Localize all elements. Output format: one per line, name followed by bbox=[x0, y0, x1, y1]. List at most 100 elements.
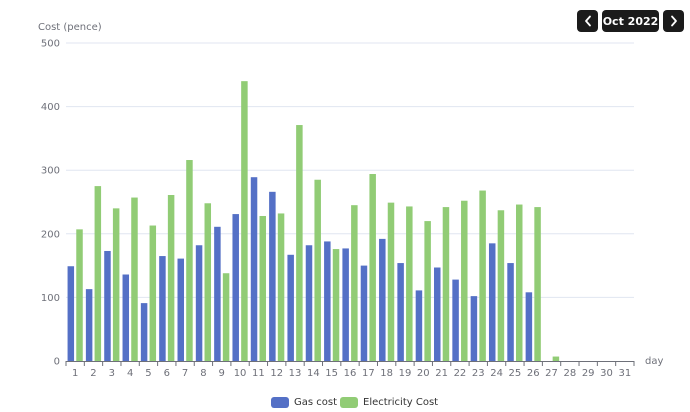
gas-cost-bar[interactable] bbox=[452, 279, 459, 361]
electricity-cost-bar[interactable] bbox=[461, 200, 468, 361]
y-tick-label: 300 bbox=[41, 166, 60, 177]
gas-cost-bar[interactable] bbox=[232, 214, 239, 361]
gas-cost-bar[interactable] bbox=[305, 245, 313, 361]
x-tick-label: 3 bbox=[109, 368, 115, 379]
legend-swatch-electricity bbox=[340, 397, 358, 408]
previous-month-button[interactable] bbox=[577, 10, 598, 32]
x-tick-label: 18 bbox=[380, 368, 393, 379]
y-tick-label: 500 bbox=[41, 39, 60, 50]
gas-cost-bar[interactable] bbox=[122, 274, 130, 362]
x-tick-label: 28 bbox=[564, 368, 577, 379]
chevron-right-icon bbox=[670, 15, 677, 27]
electricity-cost-bar[interactable] bbox=[552, 356, 560, 361]
x-tick-label: 13 bbox=[289, 368, 302, 379]
x-tick-label: 7 bbox=[182, 368, 188, 379]
x-tick-label: 23 bbox=[472, 368, 485, 379]
x-tick-label: 9 bbox=[219, 368, 225, 379]
x-tick-label: 1 bbox=[72, 368, 78, 379]
legend-item-gas-cost[interactable]: Gas cost bbox=[271, 397, 337, 408]
x-tick-label: 11 bbox=[252, 368, 265, 379]
y-tick-label: 0 bbox=[54, 357, 60, 368]
gas-cost-bar[interactable] bbox=[342, 248, 349, 361]
electricity-cost-bar[interactable] bbox=[204, 203, 212, 361]
x-tick-label: 24 bbox=[490, 368, 503, 379]
x-tick-label: 12 bbox=[270, 368, 283, 379]
x-tick-label: 25 bbox=[509, 368, 522, 379]
gas-cost-bar[interactable] bbox=[287, 254, 294, 361]
x-tick-label: 20 bbox=[417, 368, 430, 379]
electricity-cost-bar[interactable] bbox=[76, 229, 83, 361]
electricity-cost-bar[interactable] bbox=[314, 179, 321, 361]
gas-cost-bar[interactable] bbox=[434, 267, 441, 361]
gas-cost-bar[interactable] bbox=[525, 292, 533, 361]
electricity-cost-bar[interactable] bbox=[222, 273, 230, 361]
month-selector-button[interactable]: Oct 2022 bbox=[602, 10, 659, 32]
x-tick-label: 19 bbox=[399, 368, 412, 379]
y-tick-label: 200 bbox=[41, 229, 60, 240]
electricity-cost-bar[interactable] bbox=[112, 208, 120, 361]
electricity-cost-bar[interactable] bbox=[442, 207, 450, 361]
gas-cost-bar[interactable] bbox=[177, 258, 185, 361]
electricity-cost-bar[interactable] bbox=[351, 205, 358, 361]
x-tick-label: 17 bbox=[362, 368, 375, 379]
electricity-cost-bar[interactable] bbox=[406, 206, 413, 361]
electricity-cost-bar[interactable] bbox=[332, 249, 340, 361]
electricity-cost-bar[interactable] bbox=[94, 186, 102, 361]
gas-cost-bar[interactable] bbox=[507, 263, 514, 361]
x-tick-label: 26 bbox=[527, 368, 540, 379]
electricity-cost-bar[interactable] bbox=[186, 160, 193, 361]
x-tick-label: 8 bbox=[200, 368, 206, 379]
gas-cost-bar[interactable] bbox=[360, 265, 368, 361]
gas-cost-bar[interactable] bbox=[488, 243, 496, 361]
gas-cost-bar[interactable] bbox=[140, 303, 148, 361]
electricity-cost-bar[interactable] bbox=[149, 225, 157, 361]
electricity-cost-bar[interactable] bbox=[497, 210, 505, 361]
gas-cost-bar[interactable] bbox=[470, 296, 478, 361]
legend-label-gas: Gas cost bbox=[294, 397, 338, 408]
legend-item-electricity-cost[interactable]: Electricity Cost bbox=[340, 397, 438, 408]
x-axis-label: day bbox=[645, 356, 663, 367]
electricity-cost-bar[interactable] bbox=[131, 197, 138, 361]
x-tick-label: 22 bbox=[454, 368, 467, 379]
chevron-left-icon bbox=[584, 15, 591, 27]
gas-cost-bar[interactable] bbox=[269, 191, 276, 361]
x-tick-label: 2 bbox=[90, 368, 96, 379]
x-tick-label: 14 bbox=[307, 368, 320, 379]
x-tick-label: 21 bbox=[435, 368, 448, 379]
electricity-cost-bar[interactable] bbox=[241, 81, 248, 361]
electricity-cost-bar[interactable] bbox=[534, 207, 541, 361]
electricity-cost-bar[interactable] bbox=[167, 195, 175, 361]
legend-label-electricity: Electricity Cost bbox=[363, 397, 439, 408]
x-tick-label: 30 bbox=[600, 368, 613, 379]
gas-cost-bar[interactable] bbox=[324, 241, 331, 361]
electricity-cost-bar[interactable] bbox=[516, 204, 523, 361]
gas-cost-bar[interactable] bbox=[250, 177, 258, 361]
electricity-cost-bar[interactable] bbox=[387, 202, 395, 361]
y-tick-label: 400 bbox=[41, 102, 60, 113]
gas-cost-bar[interactable] bbox=[195, 245, 203, 361]
electricity-cost-bar[interactable] bbox=[479, 190, 486, 361]
gas-cost-bar[interactable] bbox=[159, 256, 166, 361]
y-axis-ticks: 0 100 200 300 400 500 bbox=[41, 39, 60, 368]
gas-cost-bar[interactable] bbox=[415, 290, 423, 361]
electricity-cost-bar[interactable] bbox=[277, 213, 285, 361]
electricity-cost-bar[interactable] bbox=[369, 174, 376, 361]
gas-cost-bar[interactable] bbox=[67, 266, 75, 361]
gas-cost-bar[interactable] bbox=[397, 263, 404, 361]
legend-swatch-gas bbox=[271, 397, 289, 408]
x-tick-label: 4 bbox=[127, 368, 133, 379]
x-tick-label: 29 bbox=[582, 368, 595, 379]
gas-cost-bar[interactable] bbox=[104, 250, 111, 361]
x-tick-label: 15 bbox=[325, 368, 338, 379]
next-month-button[interactable] bbox=[663, 10, 684, 32]
electricity-cost-bar[interactable] bbox=[259, 215, 266, 361]
gas-cost-bar[interactable] bbox=[379, 238, 386, 361]
gas-cost-bar[interactable] bbox=[214, 226, 221, 361]
x-tick-label: 16 bbox=[344, 368, 357, 379]
gas-cost-bar[interactable] bbox=[85, 289, 93, 361]
electricity-cost-bar[interactable] bbox=[296, 125, 303, 361]
electricity-cost-bar[interactable] bbox=[424, 221, 431, 361]
x-tick-label: 5 bbox=[145, 368, 151, 379]
y-axis-label: Cost (pence) bbox=[38, 22, 102, 33]
